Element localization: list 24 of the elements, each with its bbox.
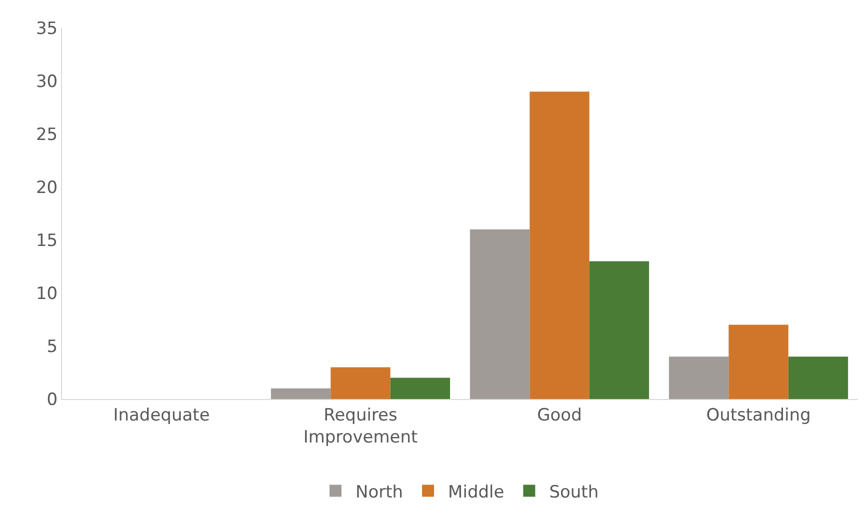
x-tick-label: Outstanding <box>706 405 811 426</box>
y-tick-label: 15 <box>36 230 58 251</box>
x-tick-label: Requires Improvement <box>303 405 418 448</box>
legend-label: Middle <box>448 482 504 502</box>
legend-label: South <box>549 482 599 502</box>
bar <box>728 324 788 399</box>
bar <box>390 378 450 399</box>
bar <box>589 261 650 399</box>
y-tick-label: 10 <box>36 284 58 304</box>
bar <box>330 367 390 399</box>
x-tick-label: Good <box>537 405 582 426</box>
bar <box>788 356 848 399</box>
bar <box>270 388 331 399</box>
y-tick-label: 5 <box>46 336 58 357</box>
bar <box>668 356 729 399</box>
y-tick-label: 20 <box>36 178 58 198</box>
y-tick-label: 25 <box>36 124 58 145</box>
y-tick-label: 30 <box>36 72 58 92</box>
bar <box>530 92 590 399</box>
legend-label: North <box>356 482 404 502</box>
y-tick-label: 0 <box>46 390 58 410</box>
bar <box>470 229 530 399</box>
x-tick-label: Inadequate <box>113 405 210 426</box>
y-tick-label: 35 <box>36 18 58 39</box>
